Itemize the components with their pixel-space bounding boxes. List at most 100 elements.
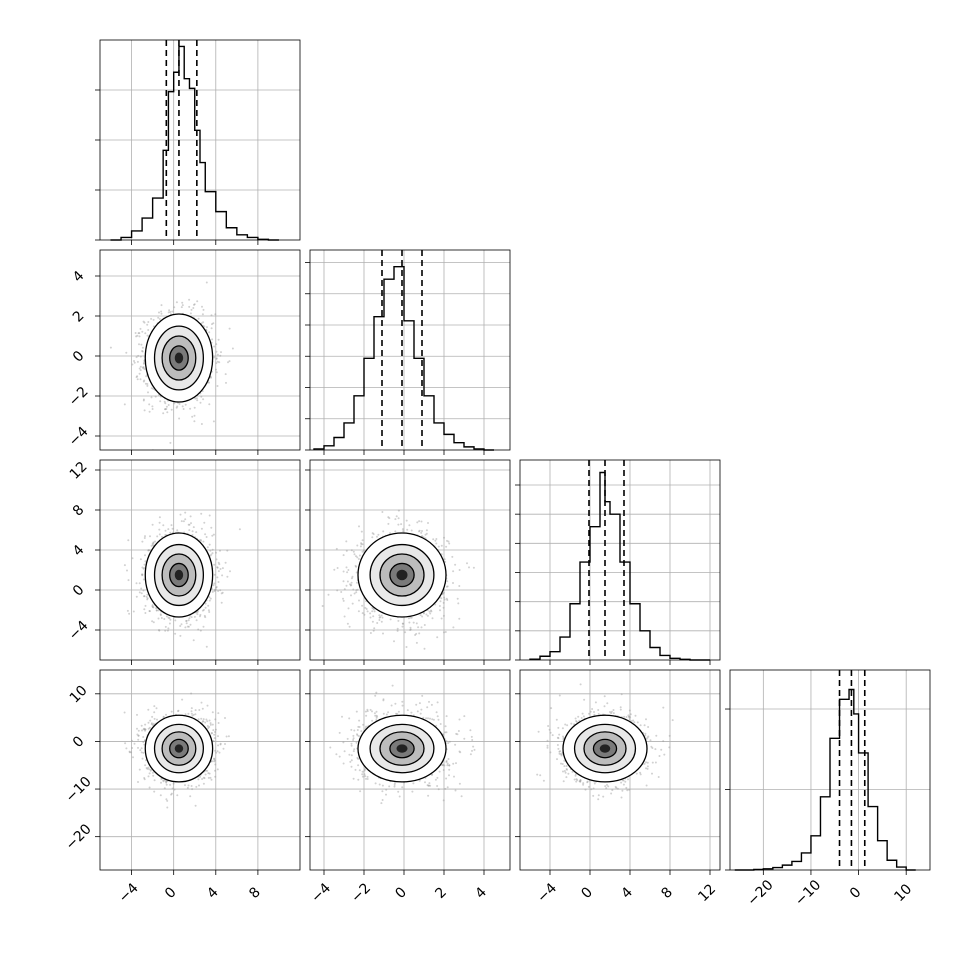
scatter-point [394,530,396,532]
scatter-point [340,591,342,593]
scatter-point [373,533,375,535]
scatter-point [166,615,168,617]
scatter-point [421,616,423,618]
scatter-point [174,633,176,635]
scatter-point [458,585,460,587]
scatter-points-group [110,282,234,452]
scatter-point [182,405,184,407]
scatter-panel-0-1 [95,250,300,455]
scatter-point [153,319,155,321]
scatter-point [216,357,218,359]
scatter-point [429,613,431,615]
scatter-point [135,332,137,334]
scatter-point [157,317,159,319]
scatter-point [210,377,212,379]
scatter-point [139,373,141,375]
scatter-point [181,306,183,308]
scatter-point [155,607,157,609]
scatter-point [229,570,231,572]
histogram-panel-0 [95,40,300,245]
scatter-point [193,526,195,528]
scatter-point [364,607,366,609]
scatter-point [215,369,217,371]
scatter-point [373,627,375,629]
scatter-point [149,610,151,612]
scatter-point [216,566,218,568]
scatter-point [164,402,166,404]
scatter-point [202,610,204,612]
scatter-point [357,589,359,591]
scatter-point [147,329,149,331]
scatter-point [219,355,221,357]
scatter-point [167,528,169,530]
scatter-point [196,397,198,399]
scatter-point [370,632,372,634]
scatter-point [152,408,154,410]
scatter-point [358,558,360,560]
scatter-point [149,787,151,789]
histogram-panel-3 [725,670,930,875]
scatter-point [188,299,190,301]
scatter-point [163,618,165,620]
scatter-point [202,313,204,315]
scatter-point [159,516,161,518]
scatter-point [201,306,203,308]
scatter-point [443,537,445,539]
scatter-point [346,550,348,552]
scatter-point [459,569,461,571]
scatter-point [159,400,161,402]
scatter-point [215,552,217,554]
scatter-point [347,623,349,625]
scatter-point [218,339,220,341]
scatter-point [200,402,202,404]
scatter-point [343,571,345,573]
scatter-point [150,318,152,320]
scatter-point [406,529,408,531]
scatter-point [146,385,148,387]
scatter-point [382,530,384,532]
scatter-point [443,631,445,633]
scatter-point [351,582,353,584]
scatter-point [452,582,454,584]
scatter-point [136,356,138,358]
scatter-point [209,544,211,546]
scatter-point [444,599,446,601]
scatter-point [402,528,404,530]
scatter-point [373,630,375,632]
scatter-point [427,615,429,617]
scatter-point [212,724,214,726]
scatter-point [216,351,218,353]
scatter-point [374,610,376,612]
scatter-point [358,525,360,527]
scatter-point [200,630,202,632]
scatter-point [458,618,460,620]
scatter-point [212,549,214,551]
scatter-point [143,381,145,383]
scatter-point [196,619,198,621]
scatter-point [350,594,352,596]
scatter-point [181,302,183,304]
scatter-point [164,787,166,789]
scatter-point [226,576,228,578]
scatter-point [424,624,426,626]
scatter-point [346,585,348,587]
scatter-point [141,331,143,333]
scatter-point [136,376,138,378]
scatter-point [194,415,196,417]
scatter-point [344,588,346,590]
scatter-point [444,558,446,560]
scatter-point [354,553,356,555]
scatter-point [448,543,450,545]
scatter-point [217,361,219,363]
scatter-point [213,564,215,566]
scatter-point [346,566,348,568]
scatter-point [216,586,218,588]
scatter-point [406,520,408,522]
scatter-point [225,382,227,384]
scatter-point [147,391,149,393]
scatter-point [379,616,381,618]
scatter-points-group [322,510,475,650]
density-level-4 [397,570,408,581]
scatter-point [140,369,142,371]
scatter-point [143,400,145,402]
